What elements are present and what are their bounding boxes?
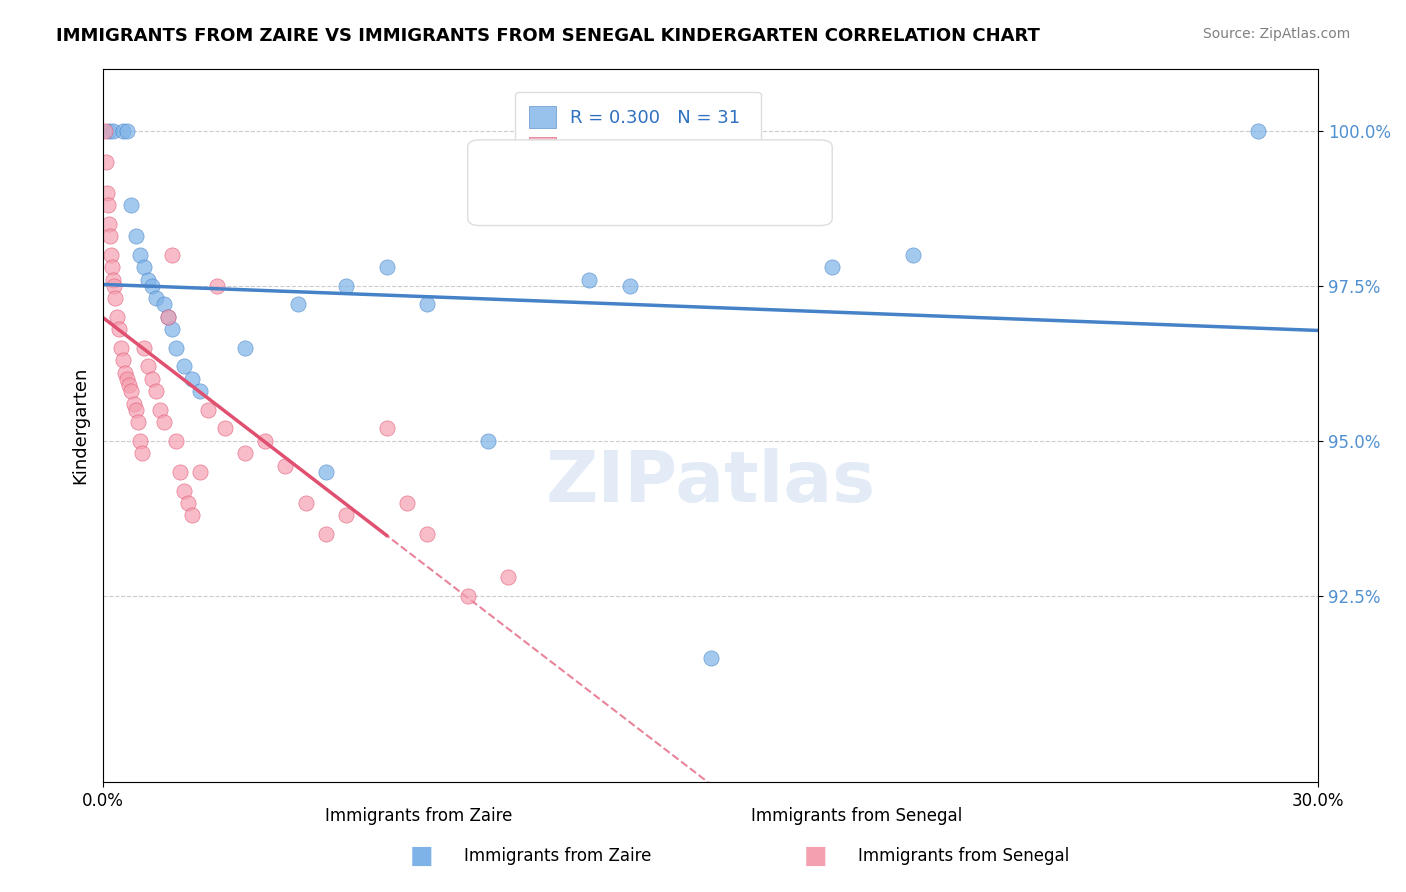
Text: Immigrants from Senegal: Immigrants from Senegal [858,847,1069,865]
Point [188,384,211,399]
Point [149,403,172,417]
Point [114,366,136,380]
Point [96,186,118,200]
Point [145,291,167,305]
Point [103,272,125,286]
Point [181,508,204,523]
Point [214,421,236,435]
Point [156,310,179,324]
Text: ZIPatlas: ZIPatlas [546,448,876,517]
Point [254,434,277,448]
Point [197,403,219,417]
Point [112,123,135,137]
Point [153,297,176,311]
Text: Immigrants from Senegal: Immigrants from Senegal [751,807,962,825]
Point [100,248,122,262]
Point [205,278,228,293]
Y-axis label: Kindergarten: Kindergarten [72,367,89,484]
Point [104,291,127,305]
Point [375,260,398,274]
Point [98,123,121,137]
Point [165,434,187,448]
Text: Immigrants from Zaire: Immigrants from Zaire [325,807,513,825]
Point [128,248,150,262]
Point [274,458,297,473]
Point [619,278,641,293]
Point [117,123,139,137]
Point [94,123,117,137]
Point [395,496,418,510]
Text: IMMIGRANTS FROM ZAIRE VS IMMIGRANTS FROM SENEGAL KINDERGARTEN CORRELATION CHART: IMMIGRANTS FROM ZAIRE VS IMMIGRANTS FROM… [56,27,1040,45]
Point [132,341,155,355]
Point [177,496,200,510]
Point [118,378,141,392]
Point [1246,123,1268,137]
Point [287,297,309,311]
Point [153,415,176,429]
Point [128,434,150,448]
Point [578,272,600,286]
Point [375,421,398,435]
Point [903,248,925,262]
Point [173,359,195,374]
Point [156,310,179,324]
Text: ■: ■ [411,845,433,868]
Point [141,278,163,293]
Point [457,589,479,603]
Point [105,310,128,324]
Legend: R = 0.300   N = 31, R =  0.186   N = 52: R = 0.300 N = 31, R = 0.186 N = 52 [515,92,761,174]
Point [122,397,145,411]
Point [112,353,135,368]
Point [127,415,149,429]
Point [103,123,125,137]
Point [101,260,124,274]
Point [233,446,256,460]
Point [821,260,844,274]
Point [160,322,183,336]
Point [315,465,337,479]
Point [97,198,120,212]
Point [181,372,204,386]
Point [699,651,721,665]
Point [173,483,195,498]
Point [141,372,163,386]
Point [103,278,125,293]
Point [132,260,155,274]
Point [121,384,143,399]
Point [294,496,316,510]
Point [131,446,153,460]
FancyBboxPatch shape [468,140,832,226]
Point [110,341,132,355]
Text: ■: ■ [804,845,827,868]
Point [124,403,146,417]
Point [335,508,357,523]
Point [335,278,357,293]
Point [315,527,337,541]
Point [117,372,139,386]
Point [98,217,121,231]
Point [96,154,118,169]
Point [121,198,143,212]
Point [416,527,439,541]
Point [136,359,159,374]
Point [160,248,183,262]
Point [136,272,159,286]
Point [233,341,256,355]
Point [477,434,499,448]
Point [188,465,211,479]
Point [108,322,131,336]
Text: Source: ZipAtlas.com: Source: ZipAtlas.com [1202,27,1350,41]
Point [145,384,167,399]
Point [169,465,191,479]
Text: Immigrants from Zaire: Immigrants from Zaire [464,847,651,865]
Point [124,229,146,244]
Point [100,229,122,244]
Point [165,341,187,355]
Point [416,297,439,311]
Point [496,570,519,584]
